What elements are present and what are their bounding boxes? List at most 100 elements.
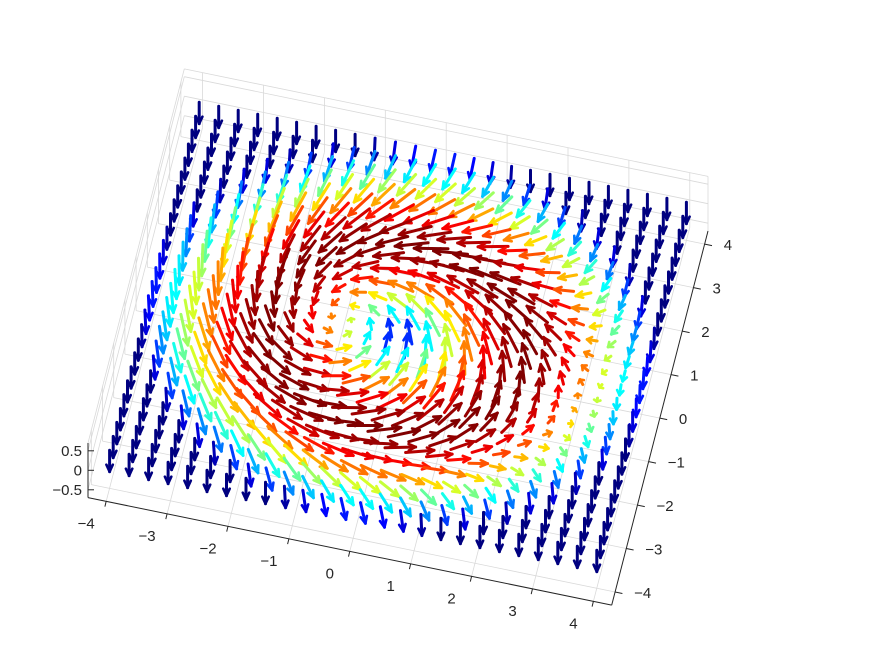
field-arrow	[480, 330, 494, 366]
field-arrow	[416, 230, 453, 241]
field-arrow	[270, 338, 293, 361]
field-arrow	[233, 264, 243, 300]
field-arrow	[589, 409, 599, 418]
field-arrow	[387, 279, 415, 293]
field-arrow	[346, 420, 384, 431]
field-arrow	[544, 323, 563, 342]
y-tick-label: 0	[679, 411, 687, 428]
y-axis-line	[611, 230, 709, 606]
field-arrow	[462, 495, 474, 515]
x-tick-mark	[591, 601, 594, 607]
field-arrow	[549, 298, 572, 310]
x-tick-mark	[469, 576, 473, 582]
field-arrow	[446, 274, 480, 295]
field-arrow	[166, 371, 176, 400]
field-arrow	[404, 446, 436, 456]
y-tick-label: −3	[645, 542, 662, 559]
field-arrow	[491, 448, 511, 458]
field-arrow	[379, 468, 407, 482]
field-arrow	[479, 411, 499, 432]
field-arrow	[271, 276, 281, 305]
field-arrow	[363, 439, 399, 449]
field-arrow	[487, 211, 513, 226]
field-arrow	[522, 329, 539, 356]
z-tick-label: 0	[74, 462, 82, 479]
field-arrow	[436, 516, 446, 542]
y-tick-mark	[637, 504, 645, 508]
field-arrow	[246, 447, 260, 475]
field-arrow	[523, 235, 548, 247]
field-arrow	[247, 433, 267, 461]
grid-line	[87, 76, 185, 451]
field-arrow	[432, 247, 469, 256]
field-arrow	[215, 396, 235, 427]
field-arrow	[486, 475, 503, 488]
field-arrow	[515, 199, 532, 219]
field-arrow	[540, 254, 564, 264]
field-arrow	[175, 327, 188, 361]
x-tick-label: −3	[139, 528, 156, 545]
x-tick-label: 2	[447, 590, 455, 607]
field-arrow	[250, 284, 260, 317]
field-arrow	[466, 277, 499, 299]
field-arrow	[239, 312, 254, 344]
field-arrow	[559, 446, 568, 457]
field-arrow	[341, 373, 371, 385]
field-arrow	[521, 423, 535, 436]
field-arrow	[244, 298, 257, 330]
field-arrow	[378, 480, 401, 498]
field-arrow	[171, 267, 181, 301]
field-arrow	[513, 453, 529, 463]
field-arrow	[570, 406, 578, 414]
field-arrow	[386, 291, 408, 309]
field-arrow	[422, 465, 449, 475]
grid-line	[91, 484, 616, 593]
field-arrow	[502, 322, 520, 354]
field-arrow	[282, 470, 295, 496]
field-arrow	[557, 370, 567, 386]
field-arrow	[283, 311, 295, 333]
field-arrow	[389, 188, 417, 210]
field-arrow	[417, 512, 427, 538]
field-arrow	[378, 492, 394, 514]
y-tick-label: 2	[701, 324, 709, 341]
field-arrow	[573, 392, 583, 400]
field-arrow	[571, 471, 581, 495]
field-arrow	[230, 278, 240, 314]
z-tick-label: 0.5	[61, 443, 82, 460]
field-arrow	[368, 276, 395, 286]
grid-line	[124, 353, 649, 462]
field-arrow	[330, 283, 347, 294]
field-arrow	[475, 524, 485, 550]
field-arrow	[442, 480, 462, 494]
field-arrow	[609, 324, 621, 336]
field-arrow	[546, 415, 556, 425]
field-arrow	[574, 290, 593, 300]
z-tick-label: −0.5	[52, 482, 82, 499]
field-arrow	[334, 173, 354, 201]
field-arrow	[322, 371, 352, 381]
field-arrow	[483, 305, 507, 336]
field-arrow	[516, 438, 532, 448]
field-arrow	[630, 325, 639, 344]
field-arrow	[365, 317, 375, 332]
x-tick-mark	[408, 563, 412, 570]
field-arrow	[105, 448, 115, 474]
field-arrow	[463, 389, 483, 418]
field-arrow	[461, 223, 494, 235]
field-arrow	[328, 356, 353, 367]
field-arrow	[481, 175, 495, 198]
field-arrow	[476, 242, 510, 252]
field-arrow	[352, 177, 376, 204]
grid-lines	[87, 68, 709, 602]
field-arrow	[501, 179, 514, 202]
field-arrow	[557, 205, 567, 228]
field-arrow	[494, 195, 514, 215]
field-arrow	[585, 335, 599, 345]
field-arrow	[562, 343, 576, 358]
field-arrow	[494, 528, 504, 554]
field-arrow	[428, 434, 458, 448]
field-arrow	[531, 468, 542, 483]
field-arrow	[211, 274, 220, 310]
field-arrow	[553, 540, 563, 566]
